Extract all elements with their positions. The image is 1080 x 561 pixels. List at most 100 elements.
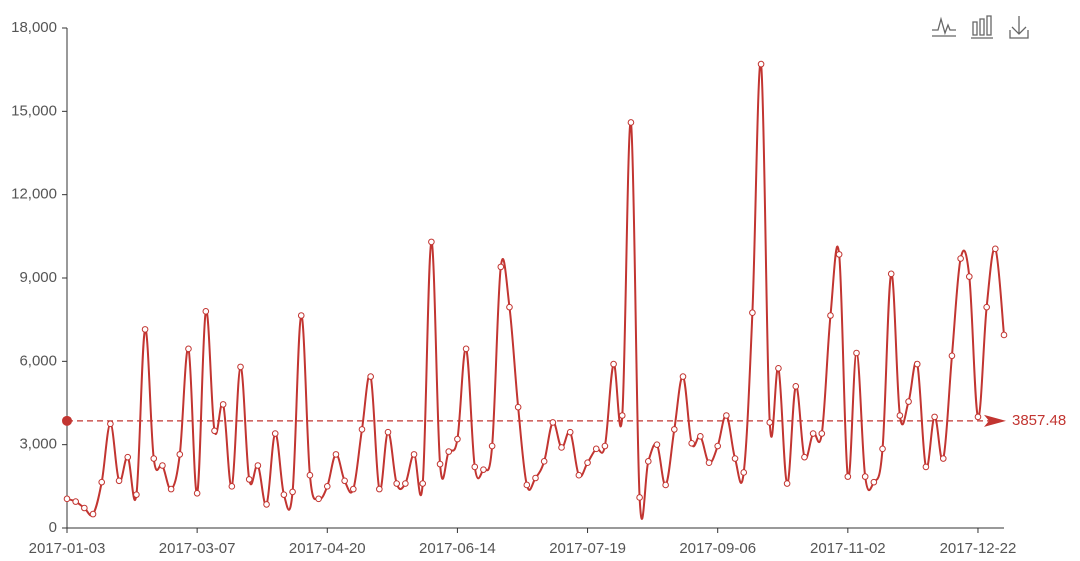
point <box>653 441 661 448</box>
point <box>992 245 999 253</box>
point <box>540 458 548 465</box>
point <box>809 430 817 437</box>
point <box>783 480 791 487</box>
average-line-start <box>62 415 72 426</box>
point <box>679 373 687 380</box>
point <box>332 451 340 458</box>
x-tick-label: 2017-07-19 <box>549 540 626 557</box>
y-tick-label: 9,000 <box>19 269 57 286</box>
x-tick-label: 2017-04-20 <box>289 540 366 557</box>
point <box>402 480 409 487</box>
point <box>341 477 348 485</box>
point <box>575 471 583 479</box>
point <box>887 270 895 278</box>
point <box>723 412 730 419</box>
toolbox <box>930 14 1032 40</box>
point <box>393 480 400 487</box>
point <box>714 442 721 450</box>
point <box>497 263 505 271</box>
point <box>315 495 322 503</box>
point <box>63 495 71 503</box>
point <box>228 483 236 490</box>
point <box>454 435 461 443</box>
point <box>297 312 305 319</box>
point <box>280 491 288 498</box>
point <box>636 494 643 501</box>
point <box>610 360 617 368</box>
point <box>853 349 860 357</box>
point <box>384 428 392 436</box>
series-line <box>66 61 1005 520</box>
line-view-button[interactable] <box>930 14 956 40</box>
point <box>931 413 938 421</box>
point <box>202 308 210 315</box>
point <box>419 480 427 487</box>
point <box>835 251 843 258</box>
y-tick-label: 15,000 <box>11 102 57 119</box>
point <box>705 459 713 467</box>
x-tick-label: 2017-06-14 <box>419 540 496 557</box>
average-line-arrow <box>984 414 1006 427</box>
point <box>480 466 487 473</box>
point <box>558 444 565 451</box>
point <box>245 476 253 483</box>
point <box>584 459 591 467</box>
bar-view-button[interactable] <box>970 14 996 40</box>
point <box>523 481 531 489</box>
point <box>428 238 435 246</box>
point <box>176 451 184 458</box>
point <box>618 412 626 419</box>
point <box>185 345 192 353</box>
point <box>965 273 973 280</box>
average-label: 3857.48 <box>1012 412 1066 429</box>
point <box>688 439 695 447</box>
y-tick-label: 18,000 <box>11 19 57 36</box>
point <box>72 498 79 505</box>
point <box>350 485 357 493</box>
point <box>757 60 765 68</box>
point <box>81 504 88 512</box>
point <box>766 419 774 426</box>
point <box>957 255 964 262</box>
point <box>697 433 704 440</box>
point <box>271 430 279 437</box>
point <box>948 352 956 360</box>
point <box>514 403 522 411</box>
point <box>89 510 97 518</box>
point <box>879 445 886 453</box>
point <box>792 383 800 390</box>
point <box>219 401 227 408</box>
y-tick-label: 0 <box>49 519 57 536</box>
point <box>896 412 904 419</box>
point <box>549 419 557 426</box>
point <box>445 448 453 455</box>
x-tick-label: 2017-01-03 <box>29 540 106 557</box>
x-tick-label: 2017-03-07 <box>159 540 236 557</box>
point <box>662 481 669 489</box>
point <box>124 453 132 461</box>
download-button[interactable] <box>1006 14 1032 40</box>
point <box>358 426 366 433</box>
point <box>532 474 539 482</box>
point <box>367 373 374 380</box>
point <box>592 445 600 453</box>
x-tick-label: 2017-09-06 <box>679 540 756 557</box>
point <box>818 430 826 437</box>
point <box>167 485 175 493</box>
point <box>150 455 158 462</box>
point <box>133 491 140 498</box>
point <box>376 485 383 493</box>
point <box>506 303 513 311</box>
point <box>488 442 496 450</box>
point <box>323 483 331 490</box>
point <box>870 478 878 486</box>
point <box>827 312 834 319</box>
point <box>939 455 947 462</box>
point <box>731 455 739 462</box>
y-tick-label: 3,000 <box>19 436 57 453</box>
point <box>289 488 296 496</box>
point <box>193 489 201 497</box>
point <box>306 471 314 479</box>
point <box>115 477 123 485</box>
